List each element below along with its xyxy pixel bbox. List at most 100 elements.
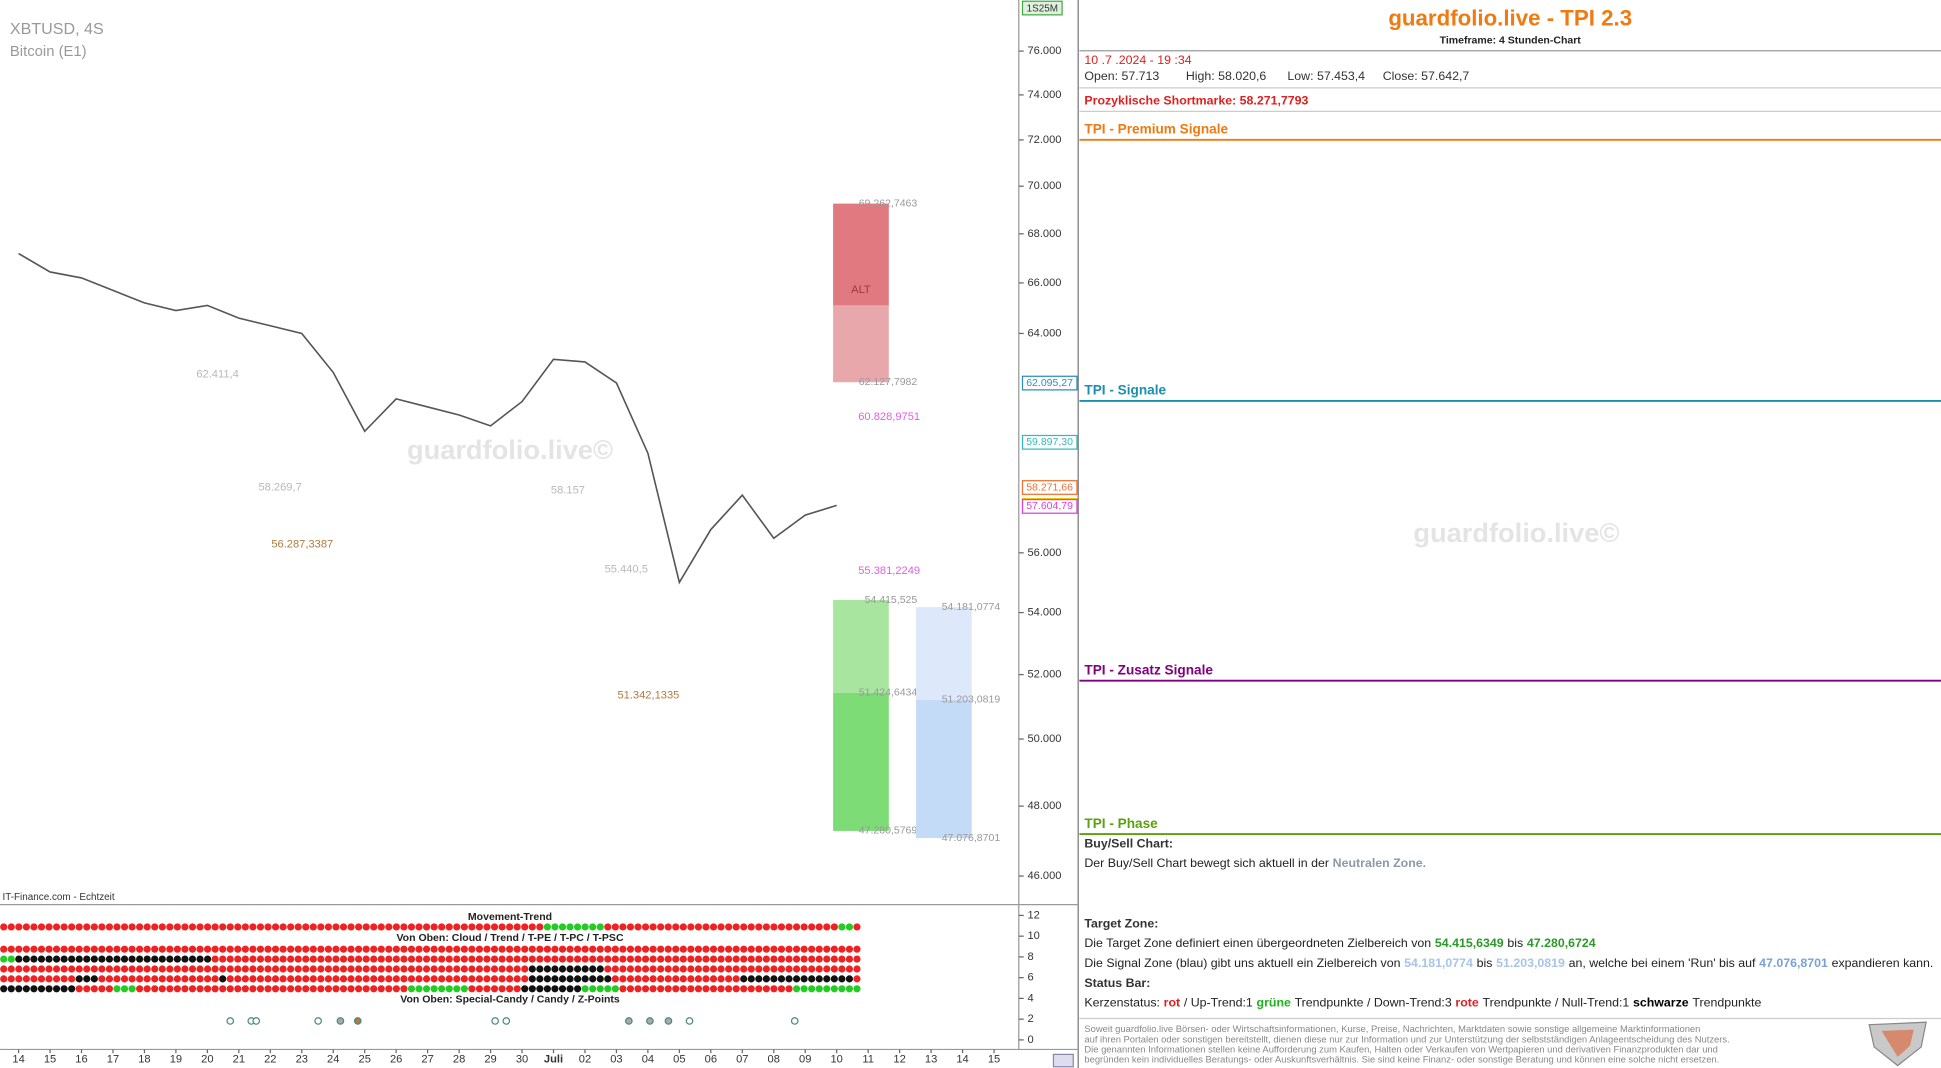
- toolbar-button[interactable]: [1052, 1053, 1074, 1068]
- trend-dot: [385, 985, 393, 993]
- trend-dot: [287, 975, 295, 983]
- trend-dot: [37, 965, 46, 973]
- trend-dot: [415, 985, 423, 993]
- text-part: 54.415,6349: [1435, 937, 1504, 951]
- trend-dot: [770, 975, 778, 983]
- trend-dot: [188, 965, 197, 973]
- trend-dot: [317, 965, 325, 973]
- trend-dot: [528, 975, 536, 983]
- trend-dot: [498, 923, 506, 931]
- trend-dot: [294, 985, 302, 993]
- trend-dot: [370, 965, 378, 973]
- trend-dot: [468, 945, 476, 953]
- trend-dot: [302, 955, 310, 963]
- trend-dot: [166, 965, 174, 973]
- trend-dot: [60, 923, 68, 931]
- x-tick-label: Juli: [544, 1053, 563, 1065]
- zone-label: 62.127,7982: [859, 376, 918, 388]
- trend-dot: [30, 945, 38, 953]
- trend-dot: [438, 965, 446, 973]
- trend-dot: [619, 923, 627, 931]
- trend-dot: [445, 985, 453, 993]
- trend-dot: [664, 975, 672, 983]
- zone-label: 54.415,525: [865, 594, 918, 606]
- text-part: 51.203,0819: [1496, 956, 1565, 970]
- trend-dot: [740, 975, 748, 983]
- trend-dot: [785, 985, 793, 993]
- trend-dot: [68, 975, 76, 983]
- x-tick-label: 30: [516, 1053, 528, 1065]
- trend-dot: [30, 965, 38, 973]
- trend-dot: [800, 985, 808, 993]
- trend-dot: [543, 965, 551, 973]
- trend-dot: [324, 975, 333, 983]
- section-title: TPI - Zusatz Signale: [1084, 662, 1213, 677]
- trend-dot: [226, 975, 234, 983]
- trend-dot: [672, 923, 680, 931]
- trend-dot: [619, 945, 627, 953]
- trend-dot: [626, 965, 635, 973]
- trend-dot: [173, 965, 181, 973]
- trend-dot: [596, 945, 604, 953]
- y-tick-label: 10: [1027, 930, 1039, 942]
- trend-dot: [490, 965, 499, 973]
- trend-dot: [619, 965, 627, 973]
- trend-dot: [762, 955, 770, 963]
- trend-dot: [256, 975, 265, 983]
- trend-dot: [838, 955, 846, 963]
- trend-dot: [143, 985, 151, 993]
- trend-dot: [173, 955, 181, 963]
- trend-dot: [483, 923, 491, 931]
- x-tick-label: 24: [327, 1053, 339, 1065]
- trend-dot: [158, 923, 166, 931]
- trend-dot: [136, 923, 144, 931]
- level-label: 60.828,9751: [858, 411, 920, 423]
- trend-dot: [808, 965, 816, 973]
- trend-dot: [287, 955, 295, 963]
- trend-dot: [543, 975, 551, 983]
- trend-dot: [219, 923, 227, 931]
- trend-dot: [853, 955, 861, 963]
- trend-dot: [317, 985, 325, 993]
- trend-dot: [770, 923, 778, 931]
- trend-dot: [725, 985, 733, 993]
- trend-dot: [830, 985, 838, 993]
- trend-dot: [256, 923, 265, 931]
- text-part: Neutralen Zone.: [1333, 856, 1426, 870]
- title-bg: [393, 931, 627, 944]
- trend-dot: [732, 965, 740, 973]
- trend-dot: [589, 923, 597, 931]
- trend-dot: [302, 975, 310, 983]
- trend-dot: [830, 945, 838, 953]
- trend-dot: [596, 975, 604, 983]
- trend-dot: [173, 945, 181, 953]
- trend-dot: [196, 975, 204, 983]
- z-point: [353, 1017, 362, 1025]
- trend-dot: [332, 985, 340, 993]
- trend-dot: [596, 965, 604, 973]
- trend-dot: [151, 975, 159, 983]
- trend-dot: [422, 923, 431, 931]
- trend-dot: [838, 965, 846, 973]
- trend-dot: [370, 955, 378, 963]
- trend-dot: [657, 923, 665, 931]
- trend-dot: [649, 955, 657, 963]
- trend-dot: [120, 965, 129, 973]
- trend-dot: [90, 945, 98, 953]
- trend-dot: [777, 975, 786, 983]
- trend-dot: [792, 965, 801, 973]
- shortmark: Prozyklische Shortmarke: 58.271,7793: [1084, 94, 1308, 108]
- trend-dot: [113, 955, 121, 963]
- trend-dot: [709, 965, 718, 973]
- trend-dot: [211, 923, 219, 931]
- trend-dot: [422, 975, 431, 983]
- trend-dot: [37, 985, 46, 993]
- trend-dot: [105, 975, 114, 983]
- trend-dot: [158, 945, 166, 953]
- trend-dot: [249, 955, 257, 963]
- trend-dot: [151, 945, 159, 953]
- trend-dot: [845, 955, 854, 963]
- panel-subtitle: Timeframe: 4 Stunden-Chart: [1440, 35, 1582, 47]
- trend-dot: [483, 965, 491, 973]
